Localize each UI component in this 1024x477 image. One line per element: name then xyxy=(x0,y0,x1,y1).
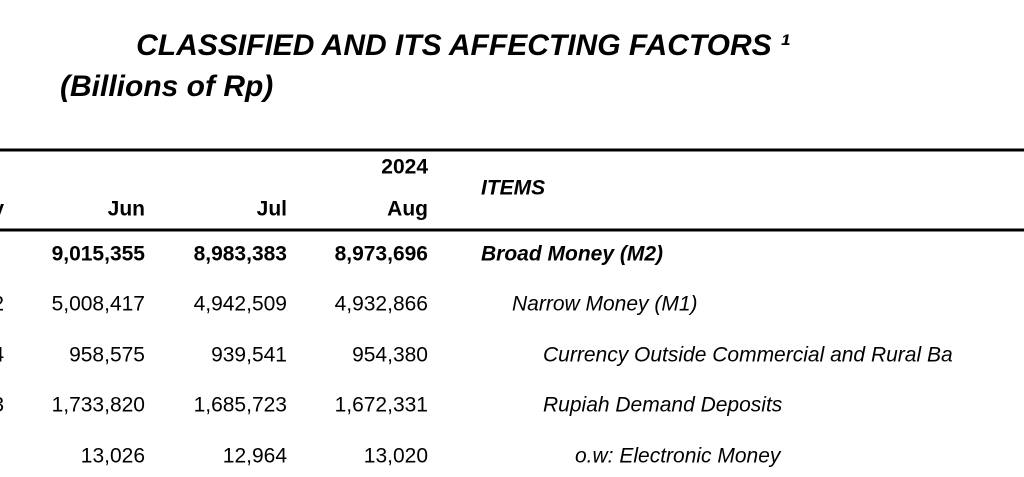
title: CLASSIFIED AND ITS AFFECTING FACTORS ¹ xyxy=(136,29,790,62)
item-label: o.w: Electronic Money xyxy=(575,445,782,468)
value-cell: 13,026 xyxy=(81,445,145,468)
year-header: 2024 xyxy=(381,156,428,179)
value-cell: 9,015,355 xyxy=(52,243,146,266)
value-cell: 1,672,331 xyxy=(335,394,428,417)
value-cell: 5,008,417 xyxy=(52,293,145,316)
subtitle: (Billions of Rp) xyxy=(60,70,273,103)
value-cell: 12,964 xyxy=(223,445,288,468)
value-cell: 8,983,383 xyxy=(194,243,287,266)
item-label: Rupiah Demand Deposits xyxy=(543,394,783,417)
value-cell: 4,942,509 xyxy=(194,293,287,316)
value-cell: 958,575 xyxy=(69,344,145,367)
value-cell: 1,685,723 xyxy=(194,394,287,417)
column-header: Jul xyxy=(257,198,287,221)
value-cell: 1,733,820 xyxy=(52,394,145,417)
column-header: Jun xyxy=(108,198,145,221)
cut-cell: 2 xyxy=(0,293,4,316)
cut-cell: 4 xyxy=(0,344,4,367)
value-cell: 8,973,696 xyxy=(335,243,428,266)
column-header: Aug xyxy=(387,198,428,221)
column-header-cut: y xyxy=(0,198,4,221)
cut-cell: 3 xyxy=(0,394,4,417)
item-label: Narrow Money (M1) xyxy=(512,293,698,316)
value-cell: 939,541 xyxy=(211,344,287,367)
value-cell: 954,380 xyxy=(352,344,428,367)
item-label: Currency Outside Commercial and Rural Ba xyxy=(543,344,953,367)
value-cell: 4,932,866 xyxy=(335,293,428,316)
item-label: Broad Money (M2) xyxy=(481,243,663,266)
items-header: ITEMS xyxy=(481,177,545,200)
value-cell: 13,020 xyxy=(364,445,428,468)
